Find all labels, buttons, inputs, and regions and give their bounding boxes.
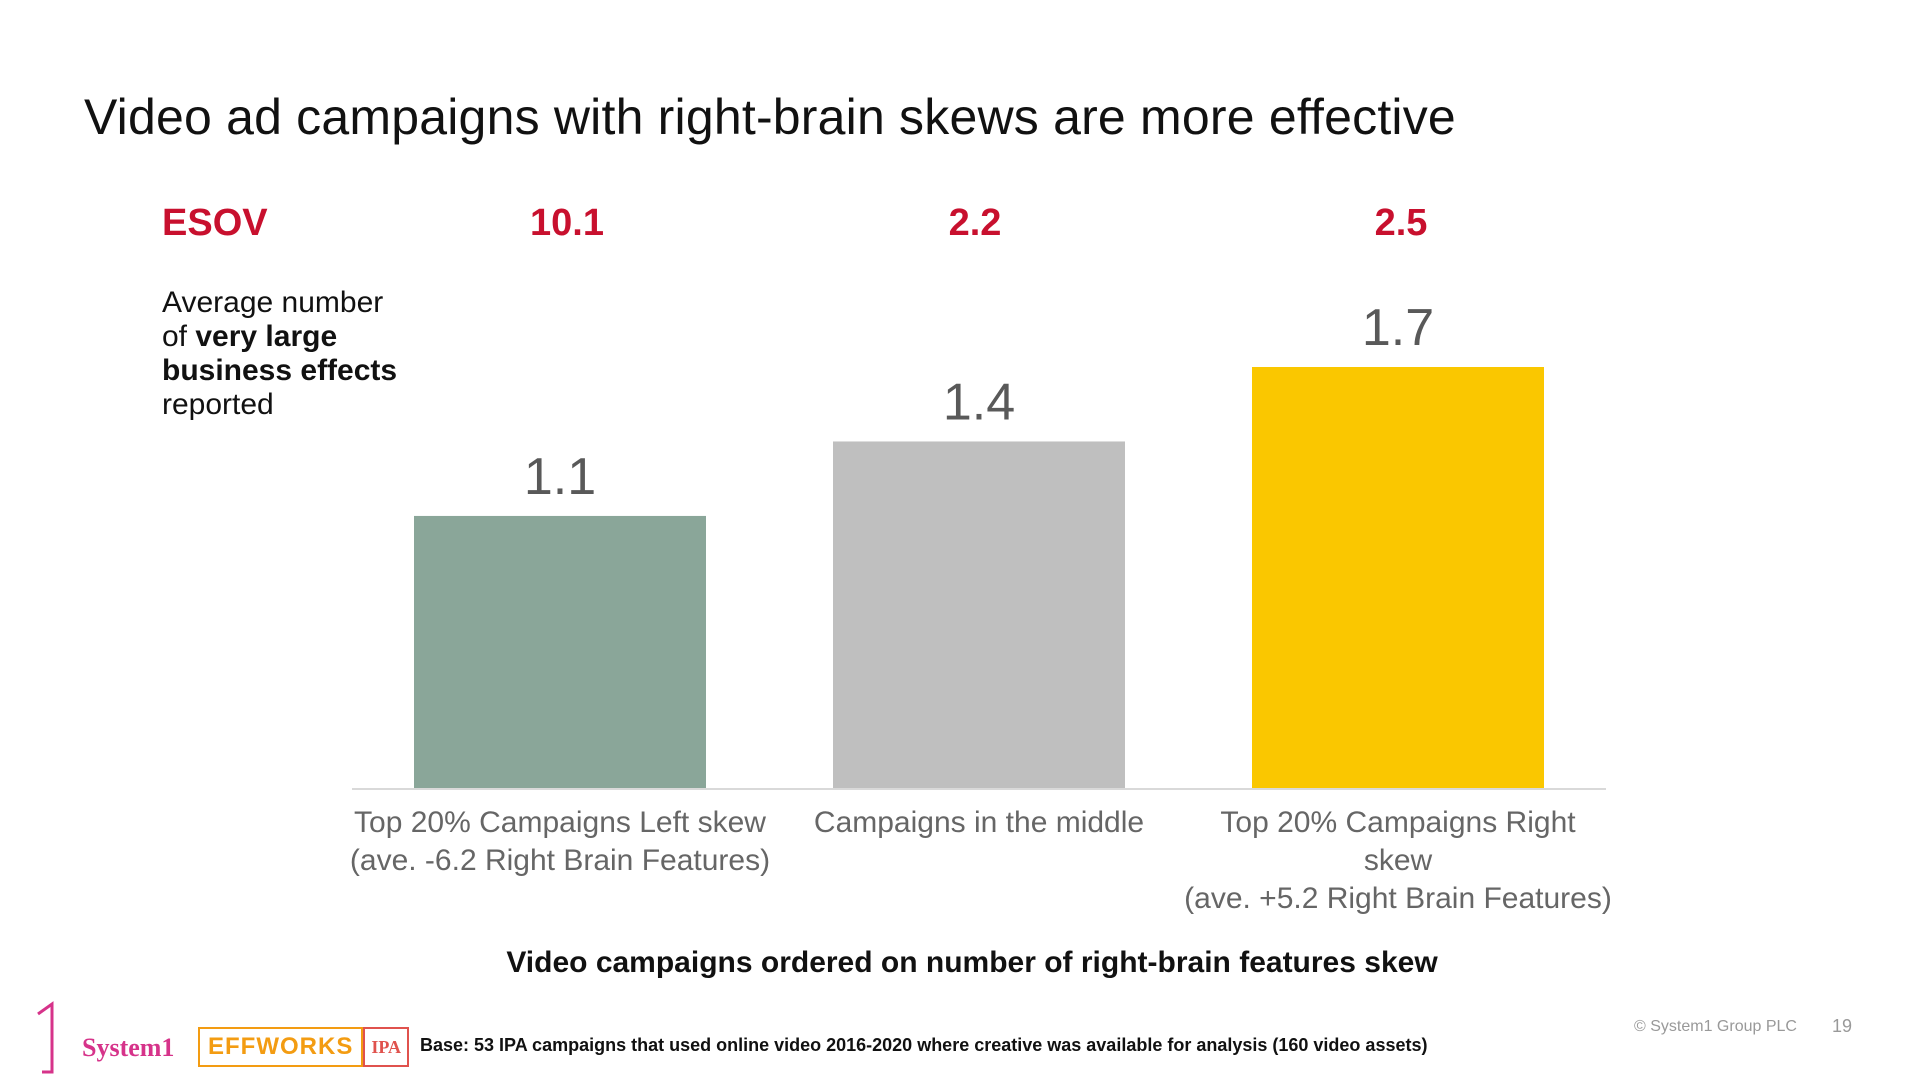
side-note-line4: reported [162,388,274,421]
esov-value-right: 2.5 [1374,202,1428,244]
effworks-logo-text: EFFWORKS [198,1027,364,1067]
side-note-line2-bold: very large [195,320,338,353]
x-tick-label-middle: Campaigns in the middle [764,804,1194,842]
esov-value-middle: 2.2 [948,202,1002,244]
copyright: © System1 Group PLC [1634,1018,1797,1035]
x-tick-label-left-line2: (ave. -6.2 Right Brain Features) [349,844,771,877]
side-note-line2: of very large [162,320,397,354]
esov-label: ESOV [162,202,268,244]
x-tick-label-middle-line1: Campaigns in the middle [813,806,1145,839]
page-title: Video ad campaigns with right-brain skew… [84,89,1456,145]
x-tick-label-right: Top 20% Campaigns Right skew (ave. +5.2 … [1183,804,1613,918]
bars-group [414,367,1544,789]
y-axis-description: Average number of very large business ef… [162,286,397,422]
side-note-line2-pre: of [162,320,196,353]
footer-base-note: Base: 53 IPA campaigns that used online … [420,1035,1428,1055]
side-note-line3: business effects [162,354,397,388]
effworks-ipa-logo: EFFWORKS IPA [198,1027,409,1067]
bar-right [1252,367,1544,789]
side-note-line3-bold: business effects [162,354,398,387]
data-label-middle: 1.4 [943,373,1015,431]
esov-value-left: 10.1 [530,202,604,244]
data-labels-group: 1.1 1.4 1.7 [524,299,1434,506]
side-note-line1: Average number [162,286,384,319]
bar-left [414,515,706,789]
x-tick-label-right-line2: (ave. +5.2 Right Brain Features) [1184,882,1612,915]
data-label-right: 1.7 [1362,299,1434,357]
ipa-logo-text: IPA [363,1027,409,1067]
x-tick-label-left: Top 20% Campaigns Left skew (ave. -6.2 R… [345,804,775,880]
x-tick-label-right-line1: Top 20% Campaigns Right skew [1220,806,1576,877]
x-tick-label-left-line1: Top 20% Campaigns Left skew [354,806,766,839]
system1-one-logo-icon [37,1001,54,1074]
x-axis-title: Video campaigns ordered on number of rig… [506,946,1438,979]
page-number: 19 [1832,1016,1853,1036]
bar-middle [833,441,1125,789]
system1-logo-text: System1 [82,1033,175,1062]
data-label-left: 1.1 [524,448,596,506]
